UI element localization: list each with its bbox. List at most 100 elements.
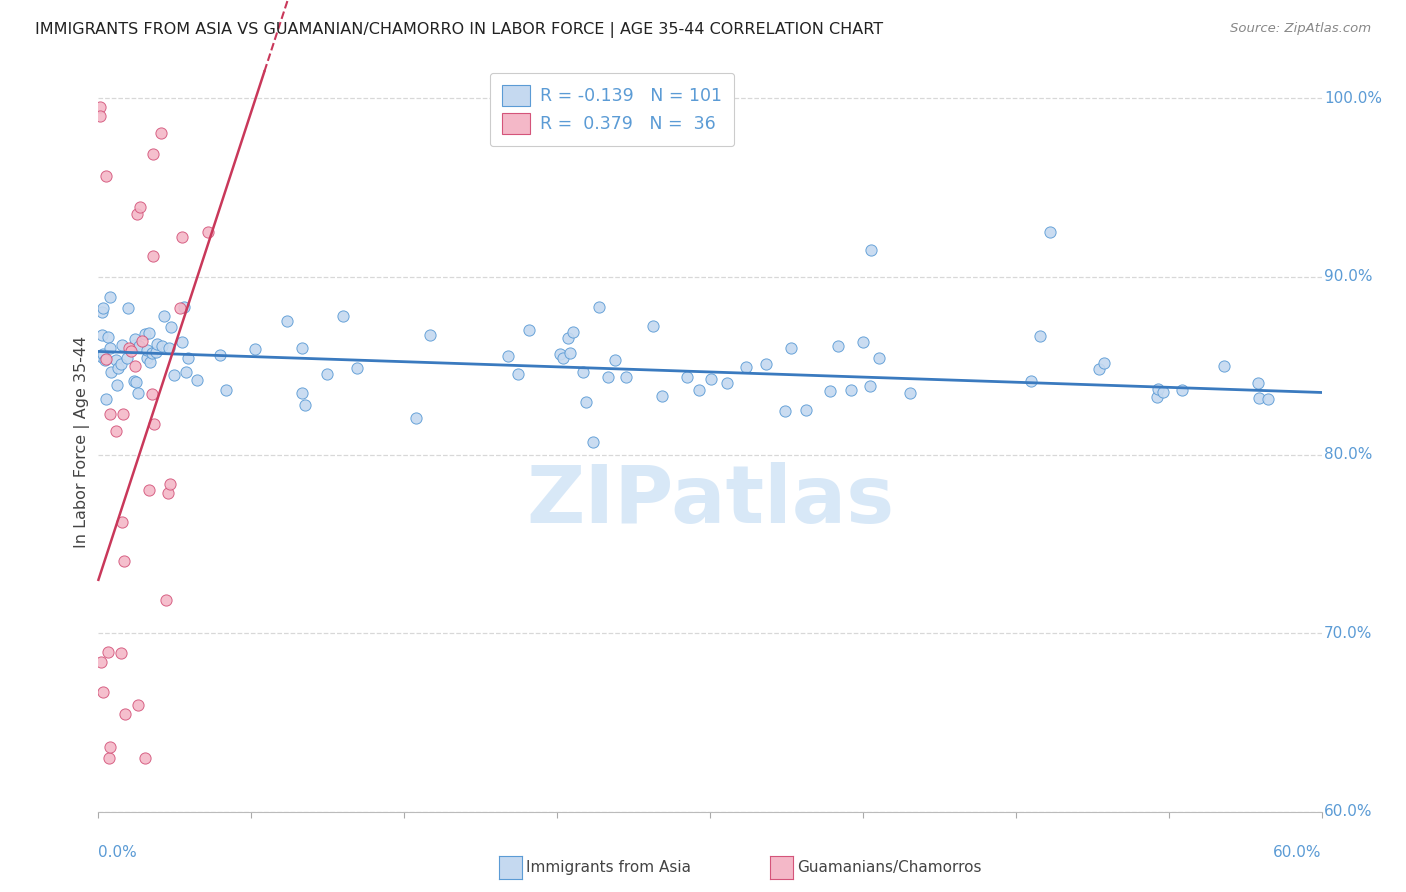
Point	[852, 334, 875, 349]
Point	[548, 347, 571, 361]
Point	[124, 337, 146, 351]
Point	[135, 351, 157, 366]
Point	[141, 345, 163, 359]
Point	[755, 358, 778, 372]
Point	[290, 386, 312, 401]
Point	[186, 373, 208, 387]
Point	[96, 169, 118, 184]
Point	[142, 147, 165, 161]
Point	[98, 751, 121, 765]
Point	[138, 355, 160, 369]
Point	[294, 398, 316, 412]
Point	[498, 349, 520, 363]
Point	[173, 300, 195, 314]
Point	[346, 361, 368, 376]
Point	[127, 698, 149, 712]
Text: 60.0%: 60.0%	[1324, 805, 1372, 819]
Point	[112, 407, 135, 421]
Point	[419, 327, 441, 342]
Point	[134, 327, 156, 342]
Point	[152, 309, 174, 323]
Point	[114, 706, 136, 721]
Point	[89, 100, 111, 114]
Point	[780, 341, 803, 355]
Point	[131, 334, 153, 349]
Point	[1028, 329, 1050, 343]
Point	[316, 367, 339, 381]
Point	[118, 341, 141, 355]
Point	[1249, 391, 1271, 405]
Point	[111, 515, 134, 529]
Point	[818, 384, 841, 398]
Text: 60.0%: 60.0%	[1274, 845, 1322, 860]
Point	[129, 200, 152, 214]
Point	[1171, 383, 1194, 397]
Point	[898, 385, 921, 400]
Point	[91, 327, 114, 342]
Point	[98, 739, 121, 754]
Point	[560, 345, 582, 359]
Point	[276, 314, 298, 328]
Point	[1246, 376, 1268, 391]
Point	[1152, 384, 1174, 399]
Point	[97, 330, 120, 344]
Point	[98, 407, 121, 421]
Point	[588, 301, 610, 315]
Point	[138, 483, 160, 498]
Point	[641, 318, 664, 333]
Point	[557, 331, 579, 345]
Point	[93, 353, 115, 368]
Point	[149, 126, 172, 140]
Point	[91, 350, 114, 364]
Point	[614, 370, 637, 384]
Point	[122, 375, 145, 389]
Point	[688, 383, 710, 397]
Point	[773, 404, 796, 418]
Text: 70.0%: 70.0%	[1324, 626, 1372, 640]
Point	[291, 341, 314, 355]
Point	[97, 645, 120, 659]
Point	[125, 375, 148, 389]
Point	[89, 109, 111, 123]
Point	[143, 417, 166, 432]
Point	[169, 301, 191, 316]
Point	[105, 353, 128, 368]
Point	[94, 351, 117, 366]
Point	[124, 332, 146, 346]
Point	[159, 477, 181, 491]
Point	[128, 339, 150, 353]
Text: 90.0%: 90.0%	[1324, 269, 1372, 284]
Point	[859, 378, 882, 392]
Point	[716, 376, 738, 391]
Point	[155, 592, 177, 607]
Point	[700, 372, 723, 386]
Point	[1092, 356, 1115, 370]
Point	[120, 344, 142, 359]
Point	[136, 343, 159, 357]
Point	[1146, 391, 1168, 405]
Point	[734, 360, 756, 375]
Point	[91, 685, 114, 699]
Text: 80.0%: 80.0%	[1324, 448, 1372, 462]
Point	[150, 338, 173, 352]
Point	[145, 344, 167, 359]
Point	[146, 336, 169, 351]
Text: 100.0%: 100.0%	[1324, 91, 1382, 105]
Point	[157, 486, 180, 500]
Point	[676, 369, 699, 384]
Point	[561, 326, 583, 340]
Point	[98, 341, 121, 355]
Point	[110, 646, 132, 660]
Text: Immigrants from Asia: Immigrants from Asia	[526, 860, 690, 875]
Point	[1019, 374, 1042, 388]
Point	[107, 361, 129, 376]
Point	[575, 395, 598, 409]
Point	[1147, 383, 1170, 397]
Point	[125, 207, 148, 221]
Point	[172, 229, 194, 244]
Point	[170, 334, 193, 349]
Point	[162, 368, 184, 382]
Point	[91, 301, 114, 316]
Point	[596, 370, 619, 384]
Point	[1039, 225, 1062, 239]
